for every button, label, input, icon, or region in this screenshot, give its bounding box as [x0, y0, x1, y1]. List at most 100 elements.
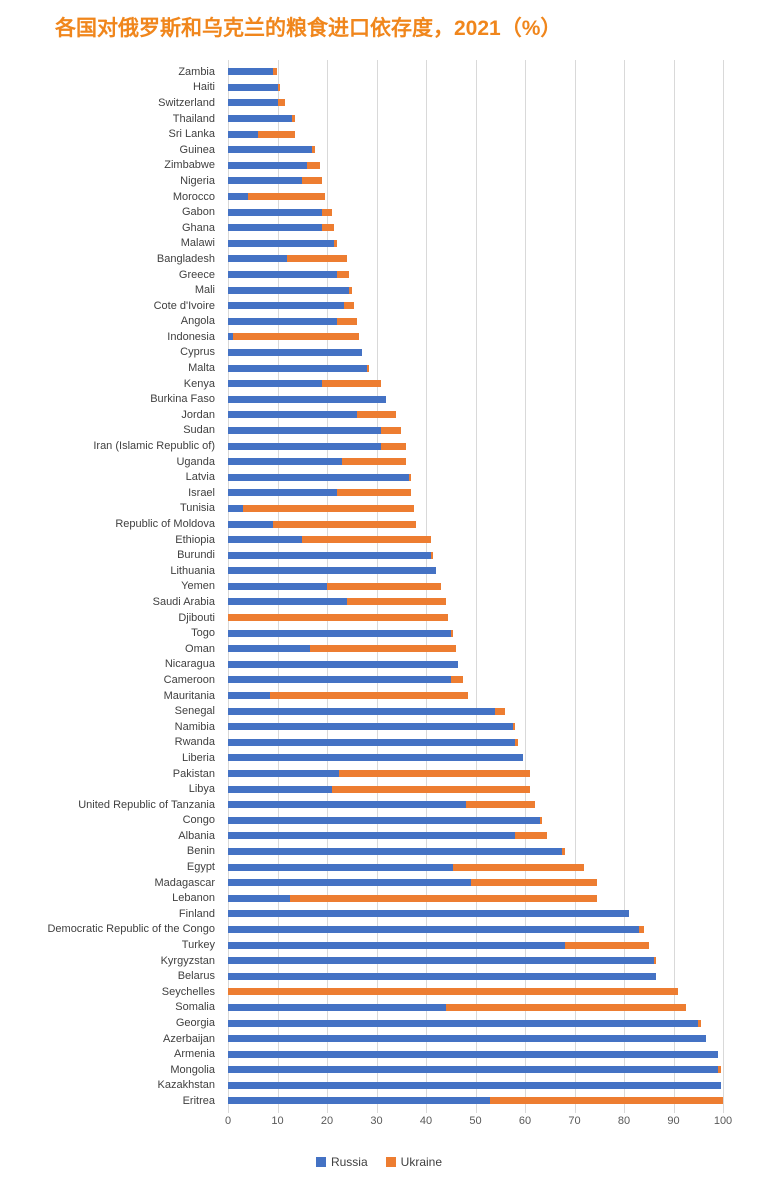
bar: [228, 847, 723, 855]
chart-row: Oman: [0, 641, 758, 657]
bar-segment-russia: [228, 333, 233, 341]
legend-item-russia: Russia: [315, 1155, 368, 1169]
bar: [228, 1066, 723, 1074]
bar-segment-russia: [228, 910, 629, 918]
bar: [228, 816, 723, 824]
bar-segment-russia: [228, 317, 337, 325]
bar-segment-russia: [228, 146, 313, 154]
bar-segment-ukraine: [247, 193, 325, 201]
bar-segment-russia: [228, 863, 454, 871]
legend-item-ukraine: Ukraine: [385, 1154, 443, 1169]
category-label: Mauritania: [163, 689, 215, 702]
category-label: Seychelles: [161, 985, 215, 998]
bar-segment-ukraine: [232, 333, 360, 341]
bar-segment-ukraine: [512, 723, 516, 731]
chart-row: Democratic Republic of the Congo: [0, 922, 758, 938]
bar: [228, 692, 723, 700]
bar-segment-russia: [228, 723, 513, 731]
chart-row: Iran (Islamic Republic of): [0, 438, 758, 454]
category-label: Indonesia: [167, 330, 215, 343]
bar: [228, 707, 723, 715]
bar: [228, 863, 723, 871]
bar-segment-ukraine: [334, 239, 337, 247]
bar-segment-russia: [228, 161, 308, 169]
category-label: Thailand: [172, 112, 215, 125]
chart-row: Gabon: [0, 204, 758, 220]
category-label: Turkey: [181, 939, 215, 952]
category-label: Libya: [188, 783, 215, 796]
bar-segment-ukraine: [453, 863, 585, 871]
bar-segment-ukraine: [470, 879, 597, 887]
chart-row: Kazakhstan: [0, 1078, 758, 1094]
category-label: Lebanon: [172, 892, 215, 905]
x-tick-label: 60: [518, 1114, 532, 1127]
x-tick-label: 0: [224, 1114, 232, 1127]
category-label: Switzerland: [158, 96, 215, 109]
bar: [228, 193, 723, 201]
bar: [228, 894, 723, 902]
bar: [228, 660, 723, 668]
bar: [228, 910, 723, 918]
bar-segment-russia: [228, 193, 248, 201]
bar-segment-russia: [228, 645, 310, 653]
chart-row: Tunisia: [0, 501, 758, 517]
chart-row: Djibouti: [0, 610, 758, 626]
bar-segment-russia: [228, 426, 382, 434]
x-tick-label: 100: [713, 1114, 733, 1127]
category-label: Jordan: [181, 408, 215, 421]
bar-segment-ukraine: [349, 286, 352, 294]
category-label: Rwanda: [174, 736, 215, 749]
category-label: Togo: [191, 627, 215, 640]
bar: [228, 879, 723, 887]
bar: [228, 1097, 723, 1105]
category-label: Latvia: [185, 471, 215, 484]
bar-segment-russia: [228, 754, 523, 762]
category-label: Pakistan: [172, 767, 215, 780]
x-tick-label: 20: [320, 1114, 334, 1127]
bar-segment-russia: [228, 68, 273, 76]
bar-segment-ukraine: [307, 161, 320, 169]
bar-segment-russia: [228, 879, 471, 887]
category-label: Congo: [182, 814, 215, 827]
bar-segment-russia: [228, 536, 303, 544]
bar-segment-ukraine: [322, 208, 332, 216]
bar-segment-ukraine: [495, 707, 506, 715]
bar: [228, 177, 723, 185]
chart-row: Egypt: [0, 859, 758, 875]
bar-segment-russia: [228, 1035, 706, 1043]
category-label: Sri Lanka: [168, 128, 215, 141]
bar-segment-ukraine: [346, 598, 446, 606]
bar-segment-ukraine: [490, 1097, 723, 1105]
bar: [228, 754, 723, 762]
category-label: Armenia: [174, 1048, 215, 1061]
chart-row: Cote d'Ivoire: [0, 298, 758, 314]
bar: [228, 723, 723, 731]
bar-segment-ukraine: [277, 83, 280, 91]
bar: [228, 333, 723, 341]
chart-row: Indonesia: [0, 329, 758, 345]
bar-segment-ukraine: [381, 442, 407, 450]
bar-segment-russia: [228, 847, 563, 855]
bar-segment-ukraine: [562, 847, 565, 855]
category-label: Mongolia: [170, 1063, 215, 1076]
bar-segment-russia: [228, 380, 323, 388]
bar-segment-russia: [228, 957, 654, 965]
bar: [228, 302, 723, 310]
chart-row: Sri Lanka: [0, 126, 758, 142]
category-label: Israel: [188, 486, 215, 499]
chart-row: Mali: [0, 282, 758, 298]
category-label: Burkina Faso: [150, 393, 215, 406]
bar-segment-ukraine: [242, 504, 414, 512]
bar-segment-ukraine: [309, 645, 456, 653]
bar-segment-ukraine: [450, 676, 464, 684]
bar-segment-ukraine: [302, 536, 431, 544]
chart-row: Mauritania: [0, 688, 758, 704]
bar-segment-russia: [228, 348, 362, 356]
bar-segment-ukraine: [336, 271, 350, 279]
bar: [228, 676, 723, 684]
legend-label: Ukraine: [400, 1154, 443, 1169]
chart-row: Guinea: [0, 142, 758, 158]
chart-row: Israel: [0, 485, 758, 501]
bar-segment-ukraine: [336, 317, 357, 325]
chart-row: Eritrea: [0, 1093, 758, 1109]
